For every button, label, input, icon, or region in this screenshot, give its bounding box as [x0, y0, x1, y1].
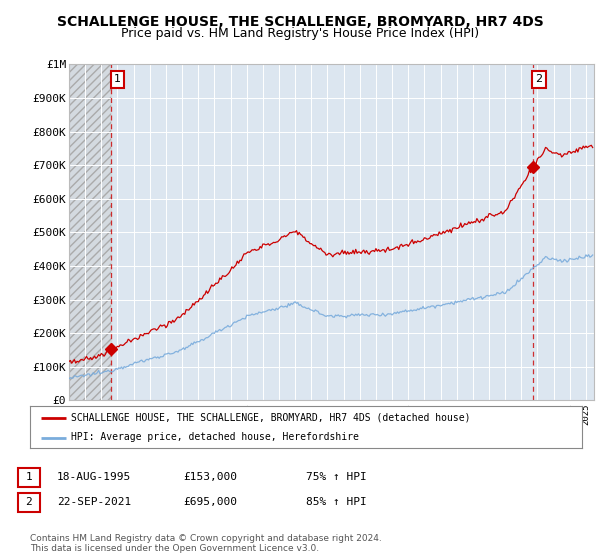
Text: 22-SEP-2021: 22-SEP-2021	[57, 497, 131, 507]
Text: 1: 1	[114, 74, 121, 85]
Text: 2: 2	[535, 74, 542, 85]
Text: Contains HM Land Registry data © Crown copyright and database right 2024.
This d: Contains HM Land Registry data © Crown c…	[30, 534, 382, 553]
Text: Price paid vs. HM Land Registry's House Price Index (HPI): Price paid vs. HM Land Registry's House …	[121, 27, 479, 40]
Text: £695,000: £695,000	[183, 497, 237, 507]
Text: SCHALLENGE HOUSE, THE SCHALLENGE, BROMYARD, HR7 4DS: SCHALLENGE HOUSE, THE SCHALLENGE, BROMYA…	[56, 15, 544, 29]
Text: 75% ↑ HPI: 75% ↑ HPI	[306, 472, 367, 482]
Text: HPI: Average price, detached house, Herefordshire: HPI: Average price, detached house, Here…	[71, 432, 359, 442]
Text: 18-AUG-1995: 18-AUG-1995	[57, 472, 131, 482]
Text: SCHALLENGE HOUSE, THE SCHALLENGE, BROMYARD, HR7 4DS (detached house): SCHALLENGE HOUSE, THE SCHALLENGE, BROMYA…	[71, 413, 471, 423]
Text: £153,000: £153,000	[183, 472, 237, 482]
Text: 2: 2	[25, 497, 32, 507]
Text: 1: 1	[25, 472, 32, 482]
Text: 85% ↑ HPI: 85% ↑ HPI	[306, 497, 367, 507]
